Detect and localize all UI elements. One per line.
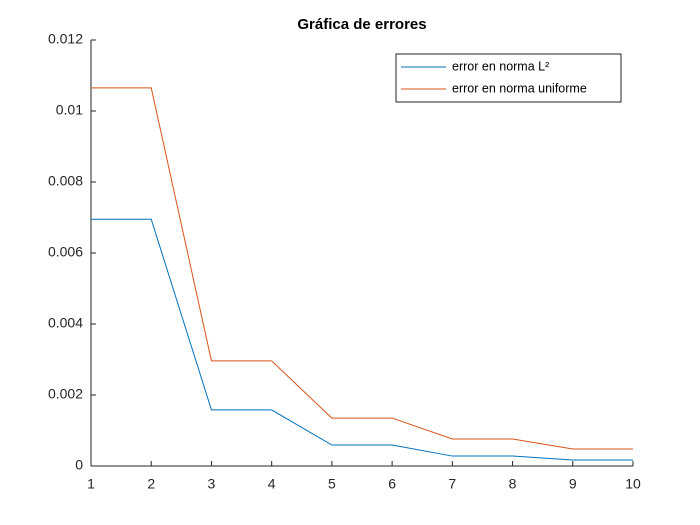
y-tick-label: 0.004: [48, 315, 83, 331]
x-tick-label: 2: [147, 476, 155, 492]
y-tick-label: 0.008: [48, 173, 83, 189]
x-tick-label: 1: [87, 476, 95, 492]
x-tick-label: 10: [625, 476, 641, 492]
series-line: [91, 218, 633, 461]
chart-title: Gráfica de errores: [297, 16, 426, 33]
x-tick-label: 7: [448, 476, 456, 492]
legend-box: [395, 53, 622, 103]
x-tick-label: 8: [509, 476, 517, 492]
series-line: [91, 87, 633, 450]
y-tick-label: 0.012: [48, 31, 83, 47]
y-tick-label: 0.006: [48, 244, 83, 260]
x-tick-label: 6: [388, 476, 396, 492]
legend-label: error en norma L²: [452, 59, 549, 73]
x-tick-label: 9: [569, 476, 577, 492]
y-tick-label: 0.002: [48, 386, 83, 402]
y-tick-label: 0.01: [56, 102, 83, 118]
legend-label: error en norma uniforme: [452, 81, 587, 95]
x-tick-label: 4: [268, 476, 276, 492]
x-tick-label: 3: [208, 476, 216, 492]
y-tick-label: 0: [75, 457, 83, 473]
x-tick-label: 5: [328, 476, 336, 492]
